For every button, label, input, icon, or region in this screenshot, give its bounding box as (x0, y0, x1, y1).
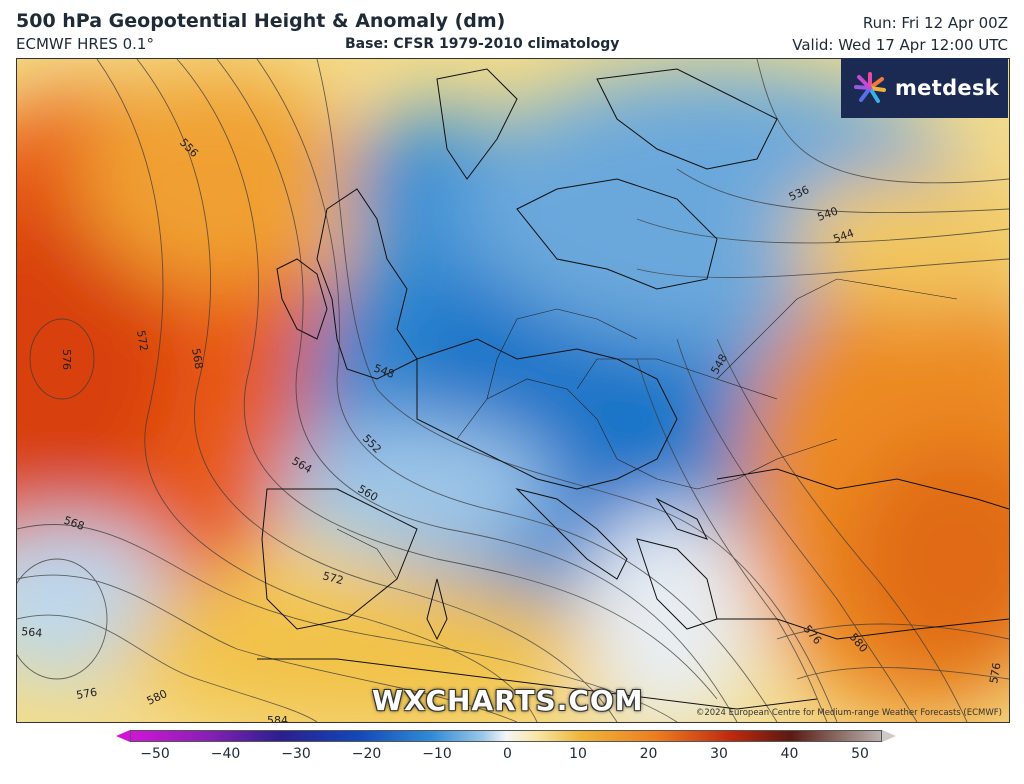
colorbar-tick-label: 20 (639, 746, 658, 762)
model-label: ECMWF HRES 0.1° (16, 35, 154, 53)
anomaly-field (17, 69, 1009, 722)
metdesk-logo-text: metdesk (895, 76, 1000, 100)
colorbar-tick-label: −50 (140, 746, 170, 762)
contour-lines (17, 59, 1009, 722)
colorbar-max-arrow (882, 730, 896, 742)
colorbar-tick-label: 0 (503, 746, 512, 762)
colorbar-tick-label: 30 (710, 746, 728, 762)
wxcharts-watermark: WXCHARTS.COM (372, 684, 644, 717)
coastlines (257, 68, 1009, 710)
valid-time-label: Valid: Wed 17 Apr 12:00 UTC (792, 36, 1008, 54)
map-canvas: 556 572 576 568 564 568 564 560 552 548 … (17, 59, 1009, 722)
colorbar-tick-label: 40 (780, 746, 799, 762)
anomaly-map[interactable]: 556 572 576 568 564 568 564 560 552 548 … (16, 58, 1010, 723)
contour-label: 572 (134, 329, 150, 352)
metdesk-logo-icon (854, 72, 886, 103)
colorbar-tick-label: −30 (281, 746, 311, 762)
contour-label: 576 (987, 662, 1003, 685)
colorbar-min-arrow (116, 730, 130, 742)
base-climatology-label: Base: CFSR 1979-2010 climatology (345, 36, 620, 52)
country-borders (336, 278, 958, 580)
contour-label: 568 (189, 347, 205, 370)
colorbar-gradient (130, 730, 882, 742)
metdesk-logo[interactable]: metdesk (841, 58, 1008, 118)
colorbar-tick-label: −20 (351, 746, 382, 762)
colorbar-tick-label: −40 (210, 746, 241, 762)
colorbar-tick-label: −10 (422, 746, 452, 762)
run-time-label: Run: Fri 12 Apr 00Z (862, 14, 1008, 32)
colorbar-tick-label: 50 (851, 746, 869, 762)
colorbar-tick-label: 10 (569, 746, 587, 762)
contour-label: 572 (321, 569, 345, 587)
copyright-notice: ©2024 European Centre for Medium-range W… (695, 708, 1002, 718)
contour-label: 564 (21, 625, 43, 640)
contour-label: 584 (267, 714, 288, 722)
contour-label: 576 (75, 686, 98, 702)
contour-label: 576 (60, 349, 73, 370)
map-title: 500 hPa Geopotential Height & Anomaly (d… (16, 10, 506, 32)
colorbar (116, 730, 896, 744)
